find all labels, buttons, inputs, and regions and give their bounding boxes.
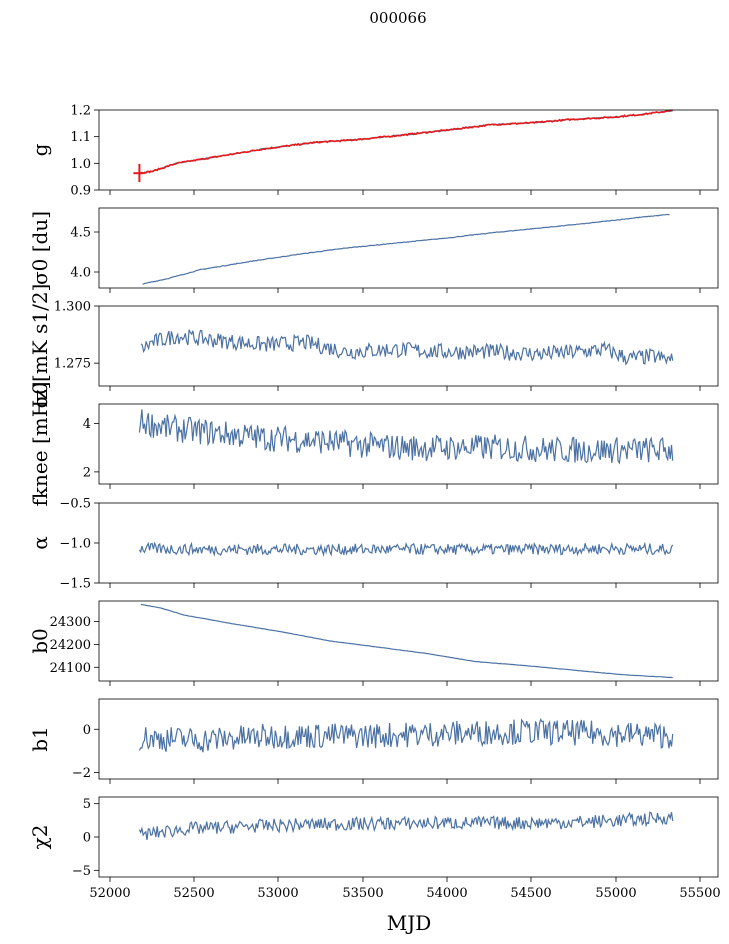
x-tick-label: 55000 [595, 886, 636, 901]
panel-7: −2 0 b1 [28, 698, 719, 784]
panel-5: −1.5 −1.0 −0.5 α [28, 497, 719, 592]
y-axis-label: α [28, 536, 52, 550]
y-axis-label: b1 [28, 726, 52, 752]
y-tick-label: 24300 [50, 615, 91, 630]
y-tick-label: −2 [72, 766, 91, 781]
y-tick-label: 2 [83, 465, 91, 480]
series-line-7-1 [138, 718, 674, 753]
y-tick-label: −1.5 [59, 577, 91, 592]
x-tick-label: 52000 [89, 886, 130, 901]
y-tick-label: 4 [83, 417, 91, 432]
panel-frame [98, 109, 719, 191]
y-tick-label: 0.9 [70, 184, 91, 199]
y-tick-label: 0 [83, 723, 91, 738]
y-tick-label: −5 [72, 864, 91, 879]
y-tick-label: 1.275 [54, 357, 91, 372]
y-axis-label: b0 [28, 628, 52, 654]
series-line-1-1 [139, 110, 673, 175]
y-axis-label: σ0[mK s1/2] [28, 284, 52, 409]
y-tick-label: 0 [83, 831, 91, 846]
y-tick-label: −0.5 [59, 497, 91, 512]
x-tick-label: 53000 [257, 886, 298, 901]
y-axis-label: fknee [mHz] [28, 382, 52, 507]
y-tick-label: 5 [83, 797, 91, 812]
x-tick-label: 52500 [173, 886, 214, 901]
y-tick-label: 24200 [50, 638, 91, 653]
panel-4: 2 4 fknee [mHz] [28, 382, 719, 507]
y-tick-label: 1.300 [54, 300, 91, 315]
figure-title: 000066 [369, 9, 426, 27]
y-tick-label: −1.0 [59, 537, 91, 552]
y-tick-label: 1.1 [70, 130, 91, 145]
y-tick-label: 4.0 [70, 266, 91, 281]
y-tick-label: 24100 [50, 661, 91, 676]
x-axis-label: MJD [387, 911, 432, 935]
x-tick-label: 55500 [679, 886, 720, 901]
panel-frame [98, 698, 719, 780]
panel-2: 4.0 4.5 σ0 [du] [28, 207, 719, 293]
x-tick-label: 54500 [510, 886, 551, 901]
y-tick-label: 4.5 [70, 226, 91, 241]
panel-frame [98, 796, 719, 878]
x-tick-label: 53500 [342, 886, 383, 901]
series-line-6-1 [140, 603, 673, 679]
series-line-2-1 [142, 213, 670, 285]
y-tick-label: 1.2 [70, 104, 91, 119]
y-tick-label: 1.0 [70, 157, 91, 172]
y-axis-label: σ0 [du] [28, 211, 52, 285]
panel-frame [98, 207, 719, 289]
x-tick-label: 54000 [426, 886, 467, 901]
series-line-4-1 [138, 409, 674, 465]
panel-8: −5 0 5 52000 52500 53000 53500 54000 54500 55000 5… [28, 796, 721, 901]
series-line-8-1 [138, 811, 674, 840]
series-line-1-2 [139, 109, 673, 175]
panel-frame [98, 403, 719, 485]
panel-frame [98, 305, 719, 387]
panel-1: 0.9 1.0 1.1 1.2 g [28, 104, 719, 199]
panels: 0.9 1.0 1.1 1.2 g 4.0 4.5 σ0 [du] 1.275 1.300σ0[m… [28, 104, 721, 902]
panel-frame [98, 600, 719, 682]
series-line-5-1 [138, 541, 674, 557]
y-axis-label: g [28, 143, 52, 156]
series-line-3-1 [140, 329, 674, 366]
y-axis-label: χ2 [28, 825, 52, 850]
